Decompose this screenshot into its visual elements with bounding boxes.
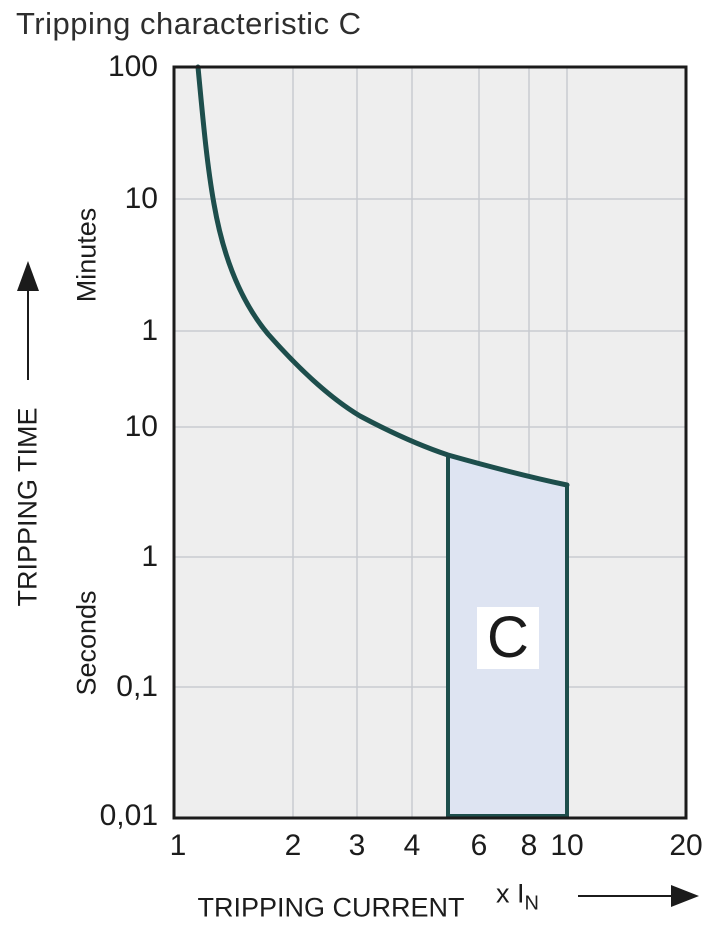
x-axis-arrow-icon: [578, 885, 699, 907]
tripping-curve: [195, 64, 570, 488]
x-tick-label: 20: [669, 829, 703, 862]
y-tick-label: 100: [107, 50, 158, 83]
x-tick-label: 4: [403, 829, 421, 862]
x-tick-label: 1: [169, 829, 187, 862]
y-axis-name: TRIPPING TIME: [12, 407, 43, 607]
x-tick-label: 2: [284, 829, 302, 862]
region-c-label: C: [487, 605, 529, 670]
y-axis-unit-minutes: Minutes: [71, 207, 102, 303]
x-axis-multiplier: x I: [496, 878, 525, 909]
x-tick-label: 6: [470, 829, 488, 862]
chart-title: Tripping characteristic C: [16, 6, 362, 41]
region-c-label-box: C: [477, 607, 539, 669]
y-tick-label: 1: [141, 540, 158, 573]
x-tick-label: 10: [550, 829, 584, 862]
x-tick-label: 8: [520, 829, 538, 862]
grid: [175, 68, 685, 817]
y-tick-label: 10: [124, 410, 158, 443]
plot-area: [174, 67, 686, 818]
y-tick-label: 10: [124, 182, 158, 215]
y-tick-label: 0,01: [99, 799, 158, 832]
x-axis-multiplier-subscript: N: [524, 892, 539, 915]
x-axis-name: TRIPPING CURRENT: [197, 892, 465, 923]
y-axis-arrow-icon: [17, 261, 39, 380]
plot-border: [172, 65, 688, 820]
x-axis-unit: x IN: [496, 879, 539, 916]
y-axis-unit-seconds: Seconds: [71, 590, 102, 696]
y-tick-label: 0,1: [116, 670, 158, 703]
x-tick-label: 3: [348, 829, 366, 862]
y-tick-label: 1: [141, 314, 158, 347]
